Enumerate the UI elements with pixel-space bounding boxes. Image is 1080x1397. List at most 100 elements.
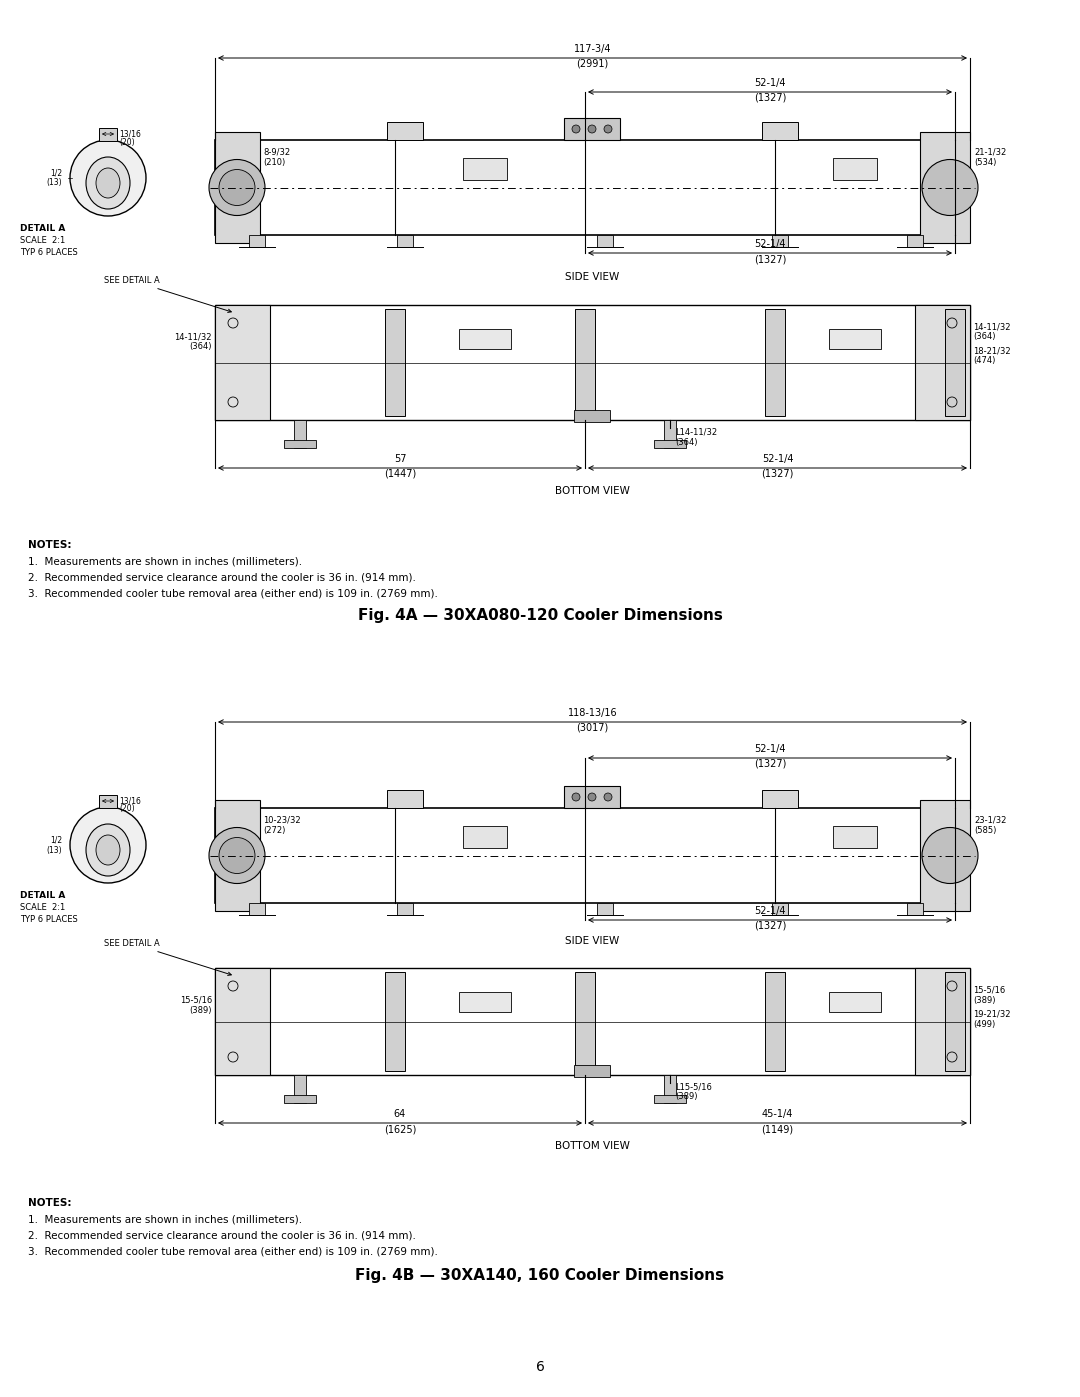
Text: 1/2: 1/2	[50, 835, 62, 845]
Bar	[597, 902, 613, 915]
Text: BOTTOM VIEW: BOTTOM VIEW	[555, 1141, 630, 1151]
Text: SIDE VIEW: SIDE VIEW	[565, 272, 620, 282]
Text: (272): (272)	[264, 826, 285, 834]
Bar	[597, 235, 613, 247]
Bar	[294, 1076, 306, 1104]
Bar	[249, 902, 265, 915]
Bar	[664, 1076, 676, 1104]
Bar	[384, 972, 405, 1071]
Bar	[397, 235, 413, 247]
Bar	[765, 972, 785, 1071]
Bar	[284, 1095, 316, 1104]
Text: 3.  Recommended cooler tube removal area (either end) is 109 in. (2769 mm).: 3. Recommended cooler tube removal area …	[28, 1246, 437, 1256]
Bar	[654, 1095, 686, 1104]
Text: DETAIL A: DETAIL A	[21, 224, 66, 233]
Ellipse shape	[96, 168, 120, 198]
Text: SCALE  2:1: SCALE 2:1	[21, 236, 65, 244]
Text: (13): (13)	[46, 179, 62, 187]
Text: (210): (210)	[264, 158, 285, 166]
Bar	[772, 902, 788, 915]
Text: SIDE VIEW: SIDE VIEW	[565, 936, 620, 946]
Text: 117-3/4: 117-3/4	[573, 43, 611, 54]
Text: 1.  Measurements are shown in inches (millimeters).: 1. Measurements are shown in inches (mil…	[28, 1214, 302, 1224]
Text: 1/2: 1/2	[50, 169, 62, 177]
Circle shape	[588, 793, 596, 800]
Text: 15-5/16: 15-5/16	[179, 996, 212, 1004]
Text: 13/16: 13/16	[119, 796, 140, 806]
Bar	[215, 800, 260, 911]
Text: 52-1/4: 52-1/4	[754, 78, 786, 88]
Text: SEE DETAIL A: SEE DETAIL A	[105, 277, 231, 313]
Bar	[384, 309, 405, 416]
Bar	[215, 807, 970, 902]
Bar	[99, 795, 117, 807]
Bar	[564, 787, 620, 807]
Circle shape	[219, 837, 255, 873]
Text: (1327): (1327)	[754, 921, 786, 930]
Circle shape	[219, 169, 255, 205]
Text: 45-1/4: 45-1/4	[761, 1109, 793, 1119]
Text: (364): (364)	[189, 342, 212, 352]
Circle shape	[604, 793, 612, 800]
Circle shape	[572, 793, 580, 800]
Text: (389): (389)	[675, 1092, 698, 1101]
Bar	[762, 122, 798, 140]
Bar	[215, 140, 970, 235]
Bar	[215, 968, 270, 1076]
Bar	[915, 968, 970, 1076]
Bar	[99, 129, 117, 141]
Bar	[664, 420, 676, 448]
Text: NOTES:: NOTES:	[28, 541, 71, 550]
Text: 57: 57	[394, 454, 406, 464]
Bar	[387, 122, 423, 140]
Text: (20): (20)	[119, 137, 135, 147]
Text: (499): (499)	[973, 1020, 996, 1028]
Text: 19-21/32: 19-21/32	[973, 1010, 1011, 1018]
Circle shape	[922, 159, 978, 215]
Bar	[215, 305, 270, 420]
Text: (389): (389)	[189, 1006, 212, 1014]
Text: (364): (364)	[675, 437, 698, 447]
Text: (1327): (1327)	[754, 254, 786, 264]
Text: 52-1/4: 52-1/4	[754, 745, 786, 754]
Bar	[833, 826, 877, 848]
Bar	[573, 1065, 610, 1077]
Circle shape	[922, 827, 978, 883]
Bar	[294, 420, 306, 448]
Ellipse shape	[86, 156, 130, 210]
Bar	[459, 330, 511, 349]
Text: 13/16: 13/16	[119, 130, 140, 138]
Text: (2991): (2991)	[577, 59, 609, 68]
Text: 2.  Recommended service clearance around the cooler is 36 in. (914 mm).: 2. Recommended service clearance around …	[28, 1229, 416, 1241]
Bar	[215, 968, 970, 1076]
Bar	[907, 902, 923, 915]
Bar	[915, 305, 970, 420]
Bar	[215, 305, 970, 420]
Text: 23-1/32: 23-1/32	[974, 816, 1007, 824]
Text: DETAIL A: DETAIL A	[21, 891, 66, 900]
Circle shape	[604, 124, 612, 133]
Bar	[772, 235, 788, 247]
Text: (1149): (1149)	[761, 1125, 794, 1134]
Text: (364): (364)	[973, 332, 996, 341]
Text: (20): (20)	[119, 805, 135, 813]
Circle shape	[70, 140, 146, 217]
Text: 52-1/4: 52-1/4	[754, 239, 786, 249]
Bar	[575, 972, 595, 1071]
Text: 21-1/32: 21-1/32	[974, 148, 1007, 156]
Text: L14-11/32: L14-11/32	[675, 427, 717, 436]
Bar	[397, 902, 413, 915]
Text: 14-11/32: 14-11/32	[973, 323, 1011, 331]
Text: 14-11/32: 14-11/32	[175, 332, 212, 341]
Text: 3.  Recommended cooler tube removal area (either end) is 109 in. (2769 mm).: 3. Recommended cooler tube removal area …	[28, 588, 437, 598]
Circle shape	[588, 124, 596, 133]
Text: (1327): (1327)	[761, 469, 794, 479]
Text: (1447): (1447)	[383, 469, 416, 479]
Bar	[249, 235, 265, 247]
Text: (389): (389)	[973, 996, 996, 1004]
Bar	[459, 992, 511, 1011]
Bar	[833, 158, 877, 180]
Text: (534): (534)	[974, 158, 997, 166]
Text: (1327): (1327)	[754, 759, 786, 768]
Text: 10-23/32: 10-23/32	[264, 816, 300, 824]
